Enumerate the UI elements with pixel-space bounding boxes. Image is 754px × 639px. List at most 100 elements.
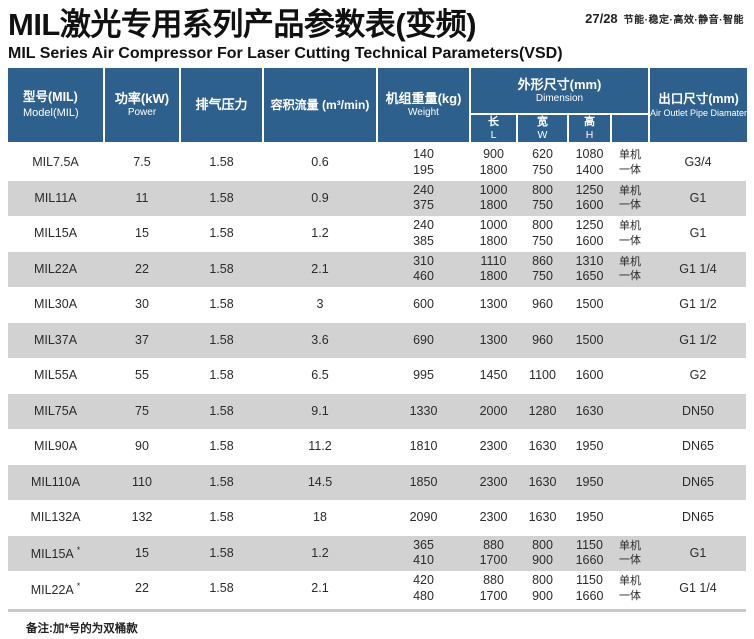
unit-type-cell-value: 一体 [619, 234, 641, 247]
power-cell: 30 [105, 297, 179, 313]
length-cell-value: 1000 [479, 218, 508, 233]
col-header-weight: 机组重量(kg) Weight [378, 68, 469, 142]
flow-cell: 18 [264, 510, 376, 526]
weight-cell-value: 480 [413, 588, 434, 603]
col-header-width: 宽 W [518, 115, 567, 142]
weight-cell-value: 195 [413, 162, 434, 177]
width-cell: 860 750 [518, 254, 567, 285]
pressure-cell-value: 1.58 [209, 545, 234, 560]
height-cell-value: 1500 [575, 297, 604, 311]
width-cell-value: 750 [532, 233, 553, 248]
unit-type-cell-value: 单机 [619, 575, 641, 588]
height-cell: 1250 1600 [569, 218, 610, 249]
table-row: MIL7.5A 7.5 1.58 0.6 140 195 900 1800 620 750 1080… [8, 145, 746, 181]
col-header-power-zh: 功率(kW) [114, 91, 170, 106]
weight-cell: 240 375 [378, 183, 469, 214]
pressure-cell: 1.58 [181, 510, 262, 526]
unit-type-cell: 单机 一体 [612, 148, 648, 177]
footnote: 备注:加*号的为双桶款 [26, 622, 138, 635]
flow-cell-value: 9.1 [311, 403, 329, 418]
outlet-cell-value: DN65 [682, 439, 714, 453]
length-cell-value: 2300 [479, 439, 508, 453]
width-cell: 1630 [518, 510, 567, 526]
outlet-cell-value: DN50 [682, 403, 714, 418]
length-cell-value: 1700 [479, 553, 508, 568]
col-header-power: 功率(kW) Power [105, 68, 179, 142]
unit-type-cell-value: 单机 [619, 184, 641, 197]
power-cell-value: 110 [132, 474, 152, 489]
weight-cell: 600 [378, 297, 469, 313]
width-cell-value: 960 [532, 297, 553, 311]
width-cell-value: 800 [532, 218, 553, 233]
model-cell: MIL37A [8, 333, 103, 349]
height-cell: 1250 1600 [569, 183, 610, 214]
unit-type-cell-value: 一体 [619, 270, 641, 283]
width-cell: 960 [518, 297, 567, 313]
weight-cell-value: 1810 [409, 439, 438, 453]
width-cell-value: 860 [532, 253, 553, 268]
flow-cell: 0.6 [264, 155, 376, 171]
footer-divider [8, 608, 746, 612]
flow-cell-value: 1.2 [311, 226, 329, 240]
model-cell: MIL15A * [8, 543, 103, 563]
star-marker: * [76, 545, 81, 556]
model-name: MIL90A [33, 439, 78, 453]
weight-cell-value: 1850 [409, 474, 438, 489]
length-cell-value: 1800 [479, 162, 508, 177]
col-header-outlet-en: Air Outlet Pipe Diamater [650, 108, 748, 118]
unit-type-cell: 单机 一体 [612, 574, 648, 603]
weight-cell-value: 410 [413, 553, 434, 568]
length-cell-value: 900 [483, 147, 504, 162]
pressure-cell: 1.58 [181, 297, 262, 313]
width-cell-value: 1280 [528, 403, 557, 418]
weight-cell: 365 410 [378, 538, 469, 569]
flow-cell-value: 11.2 [308, 439, 332, 453]
pressure-cell-value: 1.58 [209, 368, 234, 382]
weight-cell-value: 2090 [409, 510, 438, 524]
table-row: MIL30A 30 1.58 3 600 1300 960 1500 G1 1/2 [8, 287, 746, 323]
outlet-cell: G1 [650, 226, 746, 242]
page-title: MIL激光专用系列产品参数表(变频) [8, 7, 477, 42]
model-name: MIL110A [30, 474, 81, 489]
model-name: MIL15A [33, 226, 78, 240]
height-cell-value: 1950 [575, 439, 604, 453]
outlet-cell-value: G1 [689, 226, 707, 240]
weight-cell: 1810 [378, 439, 469, 455]
power-cell-value: 75 [135, 403, 149, 418]
col-header-length-zh: 长 [488, 116, 499, 128]
length-cell-value: 1300 [479, 332, 508, 347]
table-row: MIL22A * 22 1.58 2.1 420 480 880 1700 800 900 1150 1… [8, 571, 746, 607]
col-header-pressure: 排气压力 [181, 68, 262, 142]
weight-cell: 420 480 [378, 573, 469, 604]
weight-cell: 240 385 [378, 218, 469, 249]
star-marker: * [76, 580, 81, 591]
unit-type-cell-value: 单机 [619, 220, 641, 233]
height-cell: 1950 [569, 475, 610, 491]
col-header-flow: 容积流量 (m³/min) [264, 68, 376, 142]
height-cell: 1950 [569, 510, 610, 526]
model-cell: MIL11A [8, 191, 103, 207]
outlet-cell: G1 [650, 546, 746, 562]
model-name: MIL132A [30, 510, 81, 524]
width-cell-value: 750 [532, 269, 553, 284]
flow-cell-value: 0.6 [311, 155, 329, 169]
outlet-cell: DN65 [650, 475, 746, 491]
height-cell-value: 1950 [575, 474, 604, 489]
table-row: MIL15A * 15 1.58 1.2 365 410 880 1700 800 900 1150 1… [8, 535, 746, 571]
outlet-cell: DN65 [650, 439, 746, 455]
pressure-cell-value: 1.58 [209, 261, 234, 276]
model-cell: MIL90A [8, 439, 103, 455]
model-cell: MIL22A [8, 262, 103, 278]
model-name: MIL55A [33, 368, 78, 382]
length-cell: 2300 [471, 510, 516, 526]
pressure-cell-value: 1.58 [209, 510, 234, 524]
width-cell: 1630 [518, 475, 567, 491]
outlet-cell: DN50 [650, 404, 746, 420]
power-cell-value: 22 [135, 261, 149, 276]
width-cell-value: 800 [532, 573, 553, 588]
flow-cell: 1.2 [264, 226, 376, 242]
power-cell-value: 7.5 [133, 155, 151, 169]
length-cell-value: 1800 [479, 198, 508, 213]
power-cell: 75 [105, 404, 179, 420]
col-header-model-zh: 型号(MIL) [23, 90, 78, 104]
